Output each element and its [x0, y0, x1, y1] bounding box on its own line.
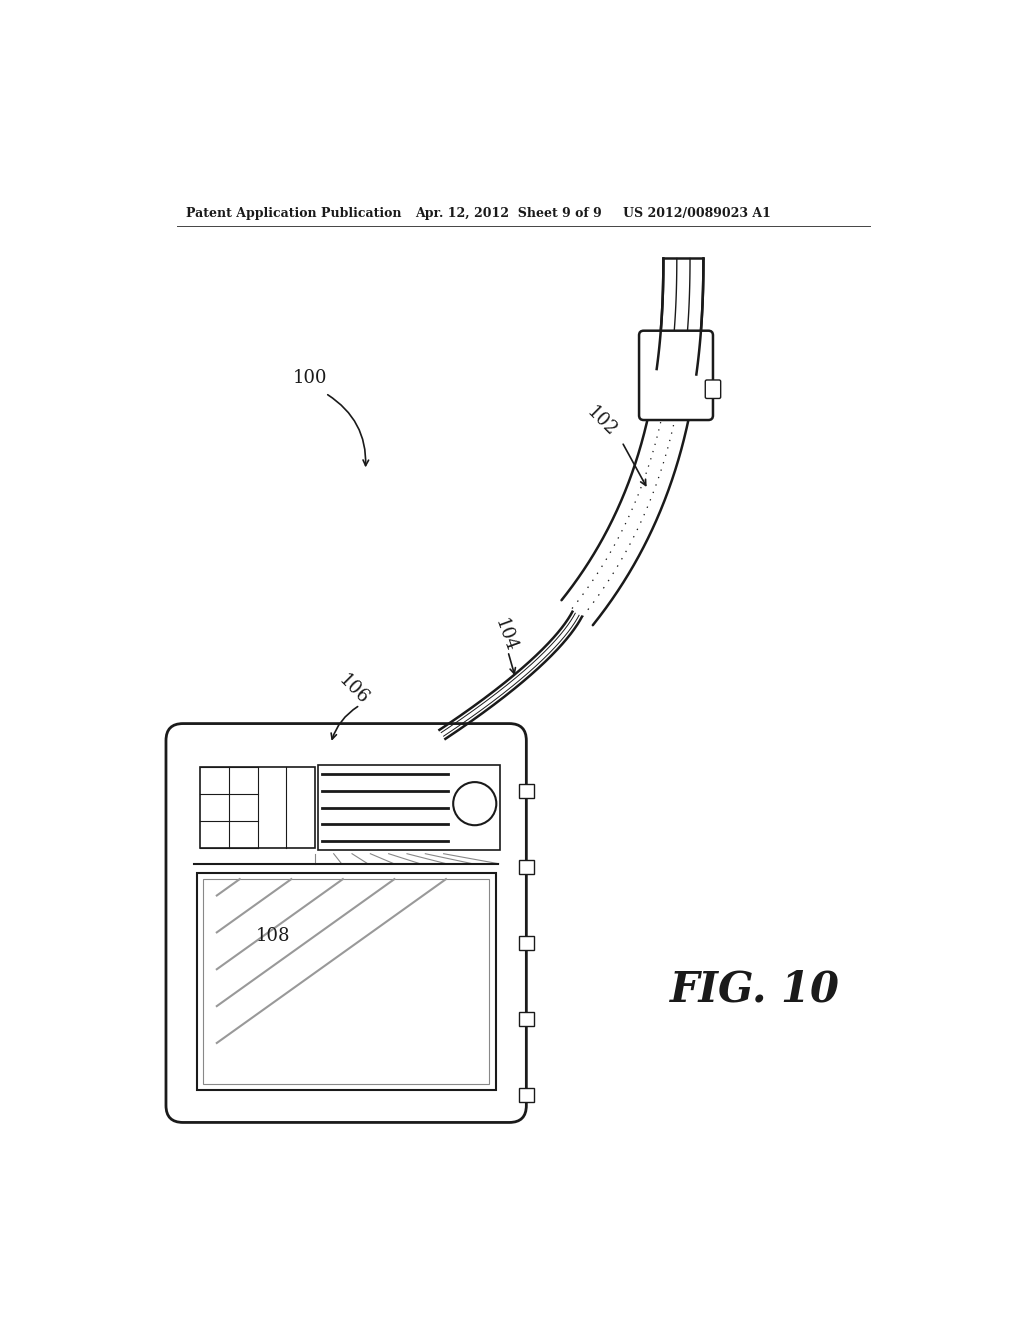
- Bar: [518, 1088, 535, 1102]
- Circle shape: [454, 781, 497, 825]
- Text: FIG. 10: FIG. 10: [670, 969, 840, 1011]
- FancyBboxPatch shape: [166, 723, 526, 1122]
- Polygon shape: [439, 611, 582, 739]
- FancyBboxPatch shape: [706, 380, 721, 399]
- Bar: [518, 936, 535, 950]
- Bar: [197, 873, 496, 1090]
- Text: Apr. 12, 2012  Sheet 9 of 9: Apr. 12, 2012 Sheet 9 of 9: [416, 207, 602, 220]
- Bar: [200, 767, 315, 849]
- Bar: [518, 861, 535, 874]
- Text: Patent Application Publication: Patent Application Publication: [186, 207, 401, 220]
- Text: 104: 104: [492, 616, 520, 655]
- Text: 106: 106: [335, 671, 373, 709]
- Text: 102: 102: [584, 403, 621, 441]
- Bar: [318, 766, 500, 850]
- Text: 108: 108: [256, 927, 290, 945]
- Bar: [203, 879, 489, 1084]
- Bar: [518, 1012, 535, 1026]
- FancyBboxPatch shape: [639, 331, 713, 420]
- Bar: [518, 784, 535, 799]
- Text: US 2012/0089023 A1: US 2012/0089023 A1: [624, 207, 771, 220]
- Text: 100: 100: [293, 368, 328, 387]
